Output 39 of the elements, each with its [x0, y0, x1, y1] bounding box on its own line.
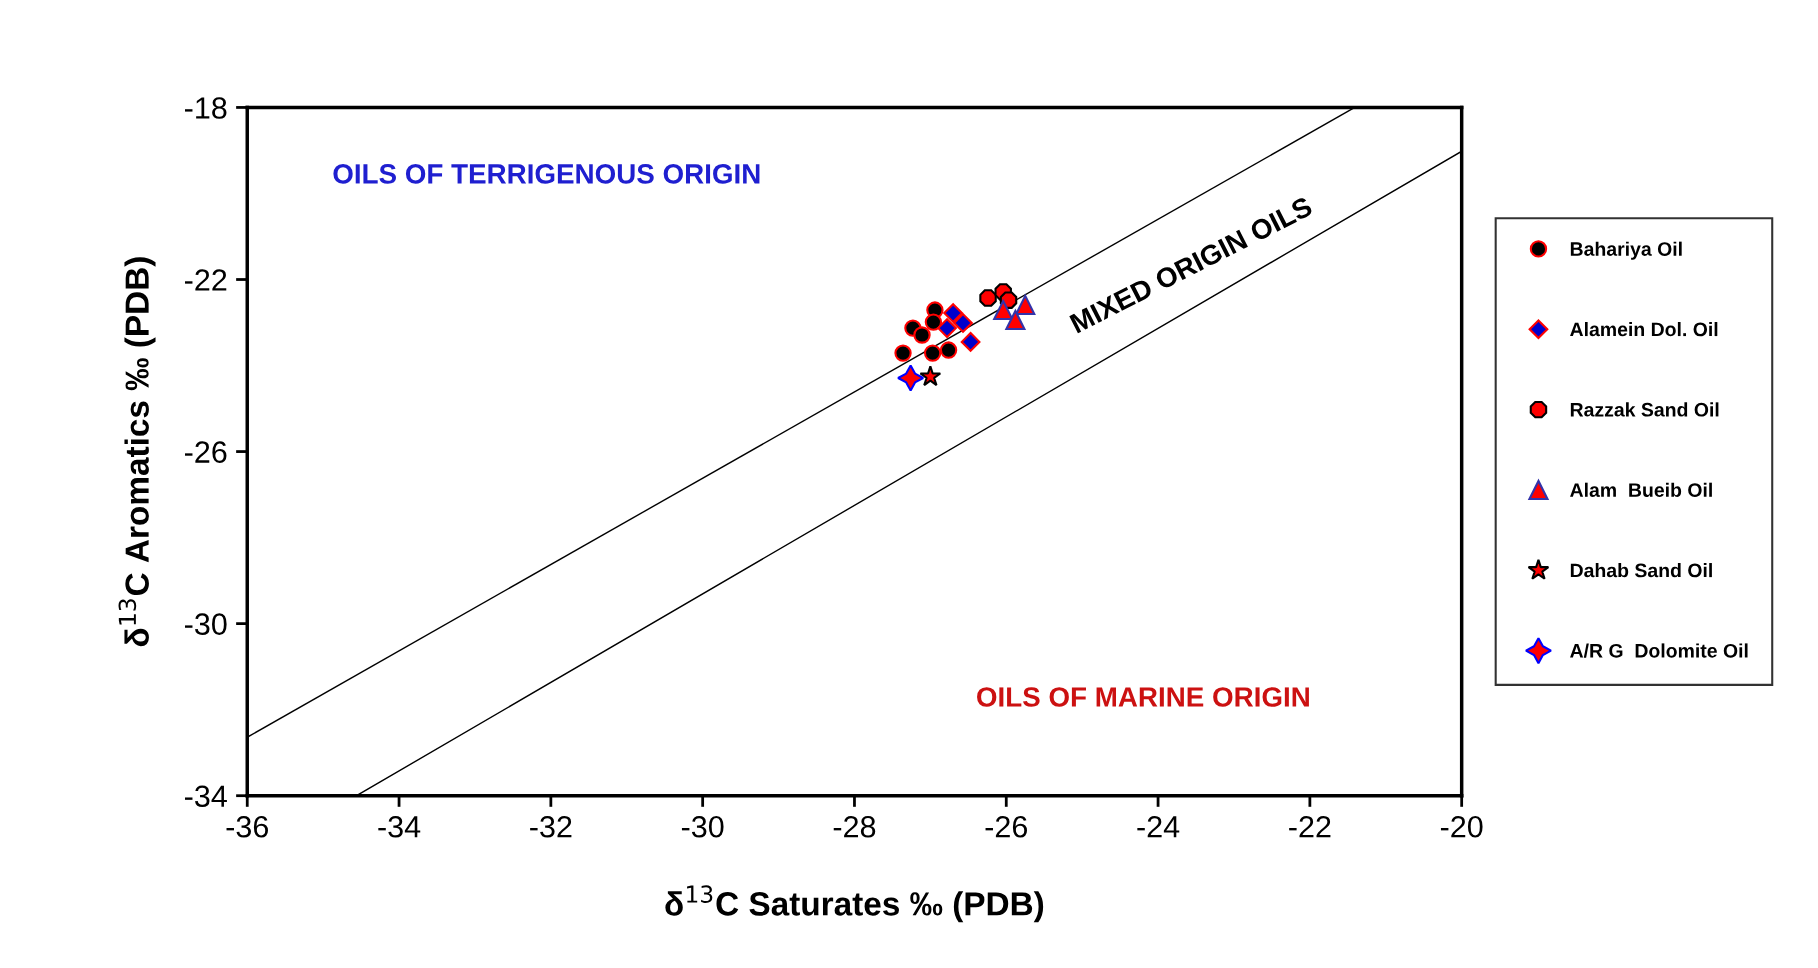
point — [919, 365, 942, 387]
x-tick-label: -28 — [833, 815, 876, 838]
point — [979, 289, 997, 307]
annotation: OILS OF MARINE ORIGIN — [977, 687, 1309, 707]
x-tick-label: -34 — [378, 815, 421, 838]
point — [1005, 309, 1026, 331]
point — [953, 313, 973, 333]
y-tick-label: -26 — [185, 441, 227, 463]
point — [937, 318, 957, 338]
legend-label: Dahab Sand Oil — [1570, 563, 1712, 578]
x-axis-title: δ$^{13}$C Saturates ‰ (PDB) — [665, 885, 1044, 923]
legend-label: Alam Bueib Oil — [1570, 482, 1712, 497]
x-tick-label: -30 — [681, 815, 724, 838]
point — [993, 299, 1014, 321]
annotation: OILS OF TERRIGENOUS ORIGIN — [333, 164, 760, 184]
legend-label: A/R G Dolomite Oil — [1570, 643, 1748, 658]
x-tick-label: -36 — [226, 815, 268, 838]
x-tick-label: -26 — [985, 815, 1027, 838]
y-axis-title: δ$^{13}$C Aromatics ‰ (PDB) — [118, 257, 156, 647]
point — [943, 303, 964, 323]
point — [897, 364, 925, 392]
x-tick-label: -22 — [1289, 815, 1331, 838]
x-tick-label: -24 — [1137, 815, 1180, 838]
x-tick-label: -20 — [1440, 815, 1483, 838]
y-tick-label: -18 — [185, 97, 227, 119]
point — [924, 313, 943, 331]
point — [1015, 294, 1036, 315]
point — [939, 341, 958, 359]
point — [894, 344, 912, 362]
point — [960, 332, 981, 352]
x-tick-label: -32 — [530, 815, 572, 838]
y-tick-label: -30 — [185, 613, 227, 636]
y-tick-label: -34 — [185, 785, 227, 808]
legend-label: Bahariya Oil — [1570, 241, 1682, 260]
point — [923, 344, 942, 362]
y-tick-label: -22 — [185, 269, 227, 291]
legend-label: Razzak Sand Oil — [1570, 402, 1719, 417]
point — [913, 326, 931, 344]
legend-label: Alamein Dol. Oil — [1570, 321, 1718, 337]
